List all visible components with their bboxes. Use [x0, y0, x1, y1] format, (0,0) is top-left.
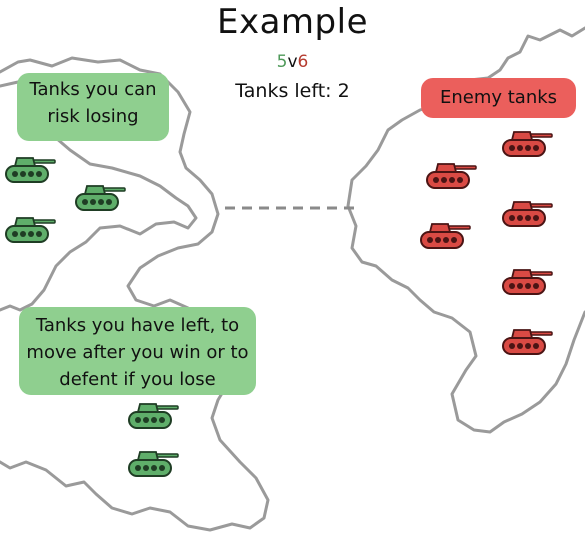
tank-icon[interactable] [424, 160, 478, 190]
tank-icon[interactable] [126, 448, 180, 478]
score-enemy: 6 [297, 52, 309, 72]
tank-icon[interactable] [500, 128, 554, 158]
tank-icon[interactable] [500, 266, 554, 296]
right-territory-border [346, 26, 585, 434]
left-inner-border [0, 80, 198, 312]
tank-icon[interactable] [500, 326, 554, 356]
tank-icon[interactable] [126, 400, 180, 430]
remaining-tanks-label: Tanks you have left, to move after you w… [19, 307, 256, 395]
tanks-left-counter: Tanks left: 2 [235, 80, 350, 102]
tank-icon[interactable] [418, 220, 472, 250]
score-separator: v [287, 52, 298, 72]
page-title: Example [216, 2, 368, 42]
tank-icon[interactable] [73, 182, 127, 212]
score-friendly: 5 [276, 52, 288, 72]
score: 5v6 [0, 52, 585, 72]
enemy-tanks-label: Enemy tanks [421, 78, 576, 118]
tank-icon[interactable] [3, 214, 57, 244]
risk-tanks-label: Tanks you can risk losing [17, 73, 169, 141]
tank-icon[interactable] [3, 154, 57, 184]
tank-icon[interactable] [500, 198, 554, 228]
